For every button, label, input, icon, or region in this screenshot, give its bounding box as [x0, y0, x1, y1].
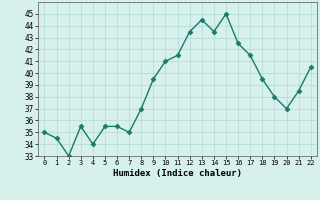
X-axis label: Humidex (Indice chaleur): Humidex (Indice chaleur) [113, 169, 242, 178]
